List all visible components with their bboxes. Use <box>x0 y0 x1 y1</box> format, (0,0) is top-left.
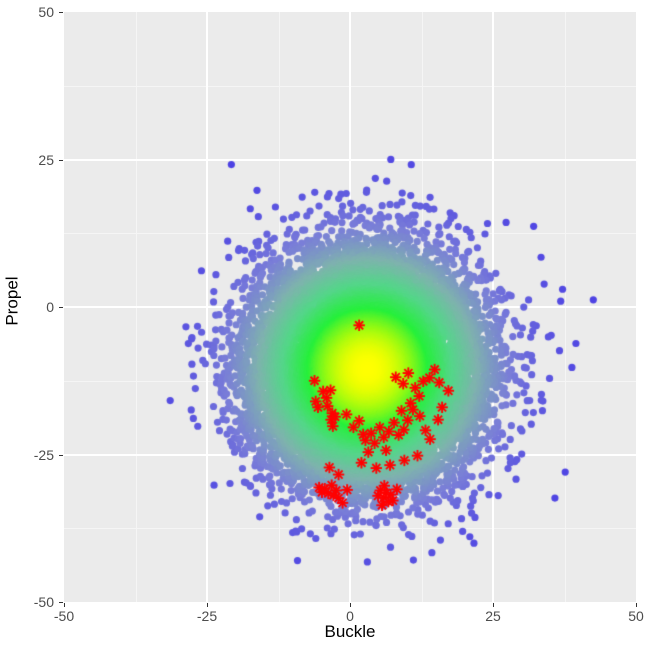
x-tick-label: 25 <box>485 608 501 624</box>
y-tick-mark <box>59 602 63 603</box>
y-tick-label: 50 <box>38 4 54 20</box>
y-tick-mark <box>59 307 63 308</box>
x-axis-title: Buckle <box>324 622 376 641</box>
y-tick-mark <box>59 159 63 161</box>
x-tick-mark <box>350 603 351 607</box>
y-tick-label: 0 <box>46 299 54 315</box>
x-tick-mark <box>207 603 208 607</box>
x-tick-label: -50 <box>53 608 75 624</box>
y-tick-label: -25 <box>33 446 54 463</box>
y-tick-mark <box>59 12 63 13</box>
x-tick-mark <box>64 603 65 607</box>
y-tick-label: 25 <box>38 151 54 168</box>
x-tick-label: 50 <box>628 608 644 624</box>
x-tick-mark <box>493 603 494 607</box>
x-tick-label: -25 <box>196 608 218 624</box>
x-tick-label: 0 <box>346 608 354 624</box>
y-tick-label: -50 <box>33 594 54 610</box>
x-tick-mark <box>636 603 637 607</box>
y-tick-mark <box>59 454 63 456</box>
plot-panel <box>64 12 636 602</box>
highlighted-asterisk-layer <box>64 12 636 602</box>
